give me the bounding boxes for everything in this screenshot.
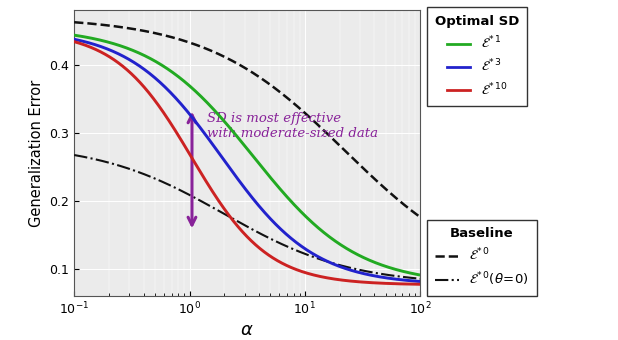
Y-axis label: Generalization Error: Generalization Error bbox=[29, 79, 44, 227]
Text: SD is most effective
with moderate-sized data: SD is most effective with moderate-sized… bbox=[207, 112, 378, 140]
X-axis label: $\alpha$: $\alpha$ bbox=[240, 321, 254, 339]
Legend: $\mathcal{E}^{*\,0}$, $\mathcal{E}^{*\,0}(\theta\!=\!0)$: $\mathcal{E}^{*\,0}$, $\mathcal{E}^{*\,0… bbox=[427, 220, 537, 296]
